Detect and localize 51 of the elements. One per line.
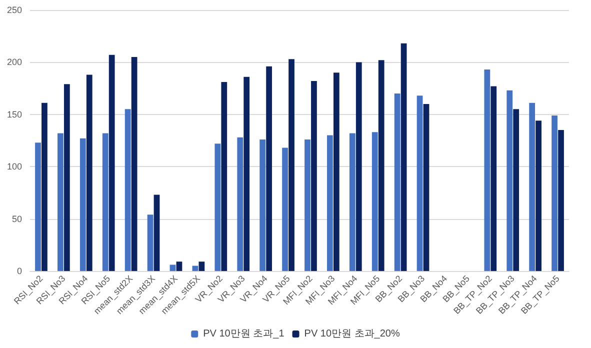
bar bbox=[58, 133, 64, 271]
y-tick-label: 150 bbox=[6, 109, 22, 120]
legend-label: PV 10만원 초과_1 bbox=[203, 328, 285, 340]
y-tick-label: 50 bbox=[12, 214, 22, 224]
bar bbox=[288, 59, 294, 271]
bar bbox=[558, 130, 564, 271]
bar bbox=[80, 138, 86, 271]
bar bbox=[198, 262, 205, 271]
bar bbox=[35, 142, 41, 271]
bar bbox=[394, 94, 400, 271]
bar bbox=[311, 80, 317, 271]
bar bbox=[506, 90, 513, 271]
bar bbox=[260, 139, 266, 271]
bar bbox=[536, 120, 542, 271]
bar bbox=[176, 262, 182, 271]
bar bbox=[400, 43, 407, 271]
bar bbox=[327, 135, 333, 271]
bar bbox=[42, 102, 48, 271]
y-tick-label: 0 bbox=[16, 266, 22, 276]
bar bbox=[552, 115, 558, 271]
y-tick-label: 250 bbox=[6, 5, 22, 15]
bar bbox=[124, 109, 131, 271]
bar bbox=[102, 133, 108, 271]
bar bbox=[86, 74, 92, 271]
bar bbox=[513, 109, 520, 271]
y-tick-label: 200 bbox=[6, 57, 22, 68]
bar bbox=[378, 60, 384, 271]
bar bbox=[349, 133, 356, 271]
bar bbox=[131, 56, 138, 271]
bar bbox=[147, 214, 154, 271]
bar bbox=[244, 76, 250, 271]
bar bbox=[423, 104, 430, 271]
bar bbox=[529, 102, 536, 271]
bar bbox=[108, 54, 115, 271]
bar bbox=[304, 139, 310, 271]
bar bbox=[237, 137, 244, 271]
bar bbox=[333, 72, 340, 271]
bar bbox=[170, 264, 176, 271]
bar bbox=[356, 62, 362, 271]
bar bbox=[214, 144, 221, 271]
bar bbox=[490, 86, 497, 271]
bar bbox=[266, 66, 272, 271]
bar bbox=[64, 84, 70, 271]
bar bbox=[282, 148, 288, 271]
legend-label: PV 10만원 초과_20% bbox=[304, 328, 400, 340]
bar bbox=[154, 194, 160, 271]
bar bbox=[416, 96, 423, 271]
bar bbox=[372, 132, 378, 271]
y-tick-label: 100 bbox=[6, 162, 22, 172]
bar bbox=[484, 70, 490, 271]
bar bbox=[221, 82, 228, 271]
